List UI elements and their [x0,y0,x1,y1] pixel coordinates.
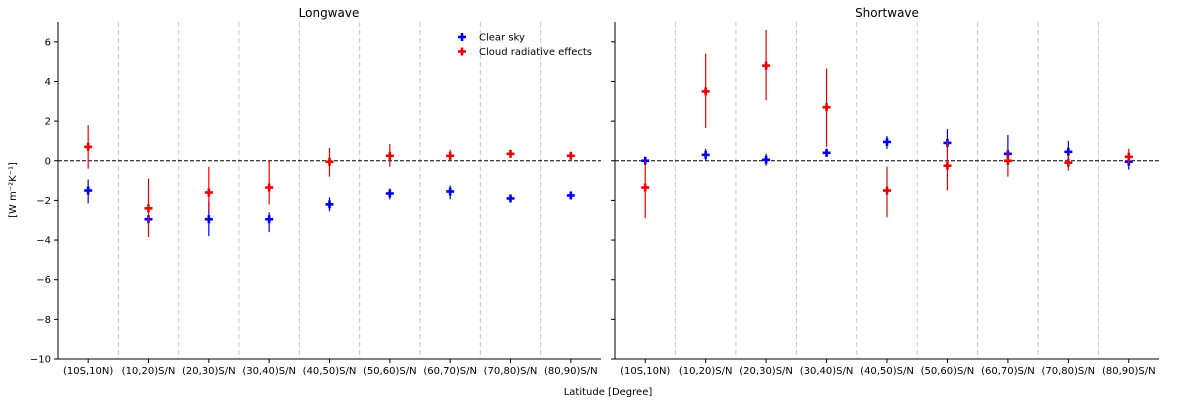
longwave-panel: Longwave −10 −8 −6 −4 −2 0 2 4 6 (10S,10N) (10,20)… [30,6,601,377]
shortwave-x-tick-label-8: (80,90)S/N [1102,366,1156,377]
shortwave-x-tick-label-3: (30,40)S/N [800,366,854,377]
shortwave-x-tick-label-5: (50,60)S/N [921,366,975,377]
x-axis-label: Latitude [Degree] [564,387,653,398]
longwave-x-tick-label-8: (80,90)S/N [544,366,598,377]
longwave-x-tick-label-3: (30,40)S/N [242,366,296,377]
shortwave-x-tick-label-2: (20,30)S/N [739,366,793,377]
shortwave-data-marks [641,29,1133,219]
shortwave-axes: (10S,10N) (10,20)S/N (20,30)S/N (30,40)S/N (… [611,22,1159,377]
legend: Clear sky Cloud radiative effects [458,33,592,58]
longwave-y-tick-label--2: −2 [36,196,51,207]
legend-label-cloud-radiative-effects: Cloud radiative effects [479,47,592,58]
longwave-y-tick-label-4: 4 [45,77,51,88]
shortwave-x-tick-label-7: (70,80)S/N [1042,366,1096,377]
legend-item-cloud-radiative-effects: Cloud radiative effects [458,47,592,58]
longwave-x-tick-label-5: (50,60)S/N [363,366,417,377]
longwave-gridlines [58,22,601,359]
longwave-title: Longwave [299,6,360,20]
longwave-axes: −10 −8 −6 −4 −2 0 2 4 6 (10S,10N) (10,20)S/N (20,30… [30,22,601,377]
longwave-y-tick-label-6: 6 [45,37,51,48]
longwave-y-tick-label--4: −4 [36,236,51,247]
legend-label-clear-sky: Clear sky [479,33,525,44]
longwave-y-tick-label-2: 2 [45,117,51,128]
longwave-y-tick-label--6: −6 [36,275,51,286]
shortwave-x-tick-label-1: (10,20)S/N [679,366,733,377]
longwave-x-tick-label-7: (70,80)S/N [484,366,538,377]
longwave-data-marks [84,125,575,238]
longwave-y-tick-label--8: −8 [36,315,51,326]
longwave-x-tick-label-1: (10,20)S/N [122,366,176,377]
longwave-x-tick-label-6: (60,70)S/N [423,366,477,377]
shortwave-x-tick-label-4: (40,50)S/N [860,366,914,377]
legend-item-clear-sky: Clear sky [458,33,525,44]
longwave-y-tick-label-0: 0 [45,156,51,167]
shortwave-x-tick-label-0: (10S,10N) [620,366,670,377]
shortwave-panel: Shortwave (10S,10N) (10,20)S/N (20,30)S/N(… [611,6,1159,377]
longwave-x-tick-label-4: (40,50)S/N [303,366,357,377]
longwave-x-tick-label-2: (20,30)S/N [182,366,236,377]
longwave-x-tick-label-0: (10S,10N) [63,366,113,377]
longwave-y-tick-label--10: −10 [30,355,51,366]
shortwave-x-tick-label-6: (60,70)S/N [981,366,1035,377]
shortwave-title: Shortwave [855,6,919,20]
y-axis-label: [W m⁻²K⁻¹] [8,162,19,218]
